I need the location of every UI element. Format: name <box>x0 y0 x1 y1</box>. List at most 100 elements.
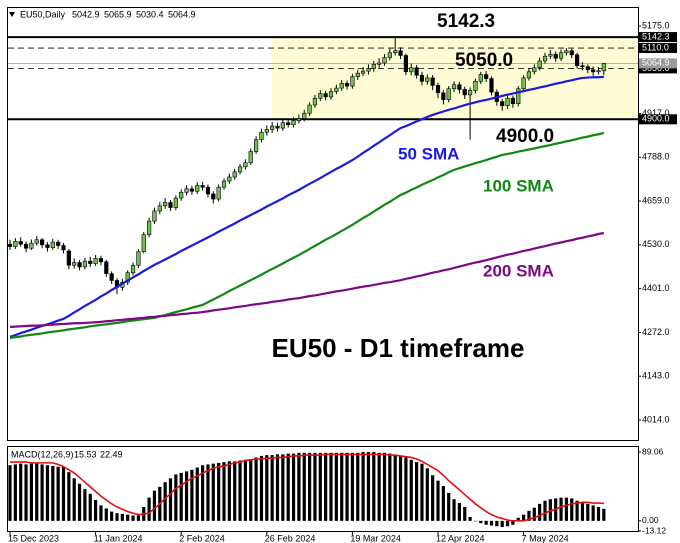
macd-bar <box>372 452 376 521</box>
macd-bar <box>233 461 237 521</box>
macd-bar <box>211 463 215 521</box>
level-price-label: 5110.0 <box>642 42 669 52</box>
macd-bar <box>527 510 531 521</box>
macd-bar <box>377 452 381 521</box>
candle-body <box>243 162 248 168</box>
x-tick-label: 15 Dec 2023 <box>8 533 59 543</box>
candle-body <box>205 186 211 195</box>
candle-body <box>532 67 537 73</box>
macd-bar <box>275 454 280 521</box>
sma-line <box>9 231 605 329</box>
candle-body <box>462 89 467 96</box>
candle-body <box>270 125 275 130</box>
macd-bar <box>586 503 590 521</box>
macd-bar <box>136 515 140 521</box>
macd-bar <box>564 497 568 521</box>
sma-label: 100 SMA <box>483 176 554 195</box>
macd-bar <box>602 508 606 521</box>
level-price-box <box>639 63 677 74</box>
candle-body <box>403 55 409 73</box>
candle-body <box>382 57 387 64</box>
candle-body <box>414 67 419 76</box>
macd-bar <box>265 455 269 521</box>
x-tick-label: 12 Apr 2024 <box>436 533 485 543</box>
candle-body <box>591 69 596 73</box>
candle-body <box>398 50 403 56</box>
candle-body <box>360 70 366 74</box>
macd-bar <box>570 498 574 521</box>
macd-bar <box>382 452 387 521</box>
macd-signal-last: 22.49 <box>100 449 123 459</box>
macd-bar <box>94 499 98 521</box>
current-price-label: 5064.9 <box>642 58 670 68</box>
macd-bar <box>580 502 585 521</box>
ohlc-open: 5042.9 <box>72 9 100 19</box>
candle-body <box>548 53 553 57</box>
sma-label: 50 SMA <box>398 144 459 163</box>
candle-body <box>66 250 71 266</box>
ohlc-high: 5065.9 <box>104 9 132 19</box>
macd-bar <box>409 459 413 521</box>
macd-bar <box>505 520 510 527</box>
candle-body <box>179 191 184 199</box>
candle-body <box>104 261 109 275</box>
candle-body <box>510 97 516 104</box>
candle-body <box>585 66 590 71</box>
level-price-label: 4900.0 <box>642 114 670 124</box>
level-price-label: 5142.3 <box>642 31 670 41</box>
macd-bar <box>184 471 189 521</box>
macd-bar <box>313 452 317 521</box>
chart-annotation: EU50 - D1 timeframe <box>272 333 525 363</box>
macd-bar <box>126 514 130 521</box>
macd-bar <box>447 493 451 521</box>
macd-bar <box>77 483 82 521</box>
macd-bar <box>29 463 33 521</box>
sma-line <box>9 131 605 339</box>
candle-body <box>157 205 162 212</box>
candle-body <box>516 88 521 104</box>
macd-bar <box>99 505 103 521</box>
macd-bar <box>217 462 221 521</box>
candle-body <box>93 258 98 264</box>
candle-body <box>227 176 232 182</box>
y-tick-label: 4401.0 <box>642 283 670 293</box>
candle-body <box>537 60 542 69</box>
level-price-box <box>639 32 677 43</box>
candle-body <box>478 74 483 82</box>
y-tick-label: 4530.0 <box>642 239 670 249</box>
candle-body <box>371 64 376 69</box>
x-tick-label: 11 Jan 2024 <box>94 533 143 543</box>
macd-bar <box>489 520 494 526</box>
candle-body <box>302 112 307 119</box>
candle-body <box>248 151 253 164</box>
menu-arrow <box>9 12 15 17</box>
candle-body <box>291 120 296 126</box>
candle-body <box>574 54 580 66</box>
macd-bar <box>238 460 242 521</box>
candle-body <box>542 55 548 62</box>
macd-histogram-last: 15.53 <box>74 449 97 459</box>
macd-bar <box>174 474 178 521</box>
candle-body <box>98 258 104 263</box>
macd-bar <box>308 452 312 521</box>
candle-body <box>237 166 243 173</box>
x-tick-label: 19 Mar 2024 <box>350 533 401 543</box>
macd-bar <box>500 520 504 528</box>
candle-body <box>505 97 510 107</box>
macd-bar <box>324 452 328 521</box>
candle-body <box>216 186 221 200</box>
x-tick-label: 7 May 2024 <box>522 533 569 543</box>
macd-bar <box>340 452 344 521</box>
y-tick-label: 4917.0 <box>642 108 670 118</box>
candle-body <box>34 239 39 244</box>
candle-body <box>307 104 312 114</box>
candle-body <box>596 70 601 73</box>
macd-bar <box>168 478 173 521</box>
macd-bar <box>72 478 76 521</box>
frame <box>7 7 639 532</box>
candle-body <box>425 77 430 82</box>
macd-bar <box>415 462 419 521</box>
y-tick-label: 0.00 <box>642 515 659 525</box>
candle-body <box>344 83 350 87</box>
macd-bar <box>19 463 23 521</box>
